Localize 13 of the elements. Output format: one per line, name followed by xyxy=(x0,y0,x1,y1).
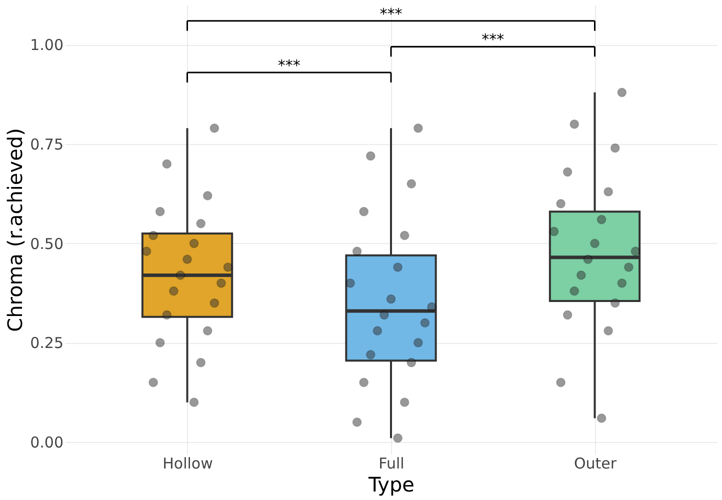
x-tick-label: Full xyxy=(378,454,404,472)
y-tick-label: 1.00 xyxy=(30,36,64,54)
annotation: *** xyxy=(380,4,403,23)
x-tick-label: Outer xyxy=(574,454,618,472)
y-tick-label: 0.25 xyxy=(30,334,64,352)
y-tick-label: 0.50 xyxy=(30,234,64,253)
annotation: *** xyxy=(482,30,505,49)
y-tick-label: 0.75 xyxy=(30,136,64,154)
y-axis-title: Chroma (r.achieved) xyxy=(3,128,28,332)
x-tick-label: Hollow xyxy=(162,454,213,472)
y-tick-label: 0.00 xyxy=(30,434,64,452)
x-axis-title: Type xyxy=(368,472,414,496)
annotation: *** xyxy=(278,56,301,75)
